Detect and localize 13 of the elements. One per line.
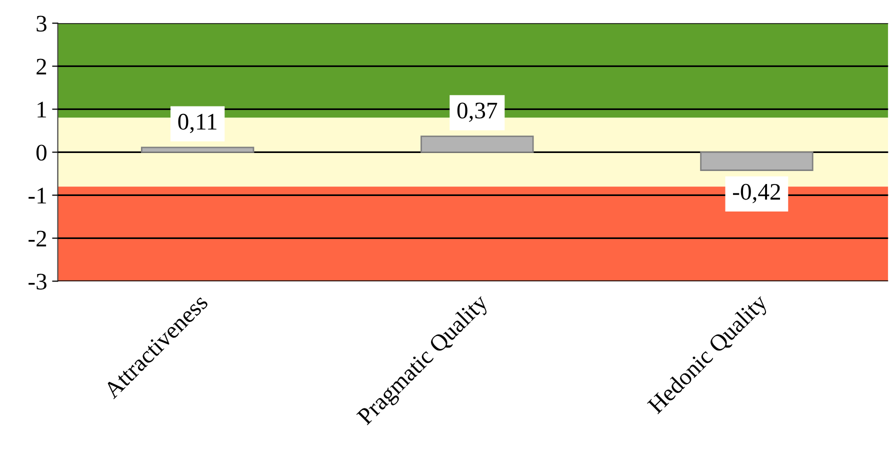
y-tick-label: 2 <box>36 58 46 74</box>
y-tick-label: -2 <box>28 230 46 246</box>
y-tick-label: -1 <box>28 188 46 204</box>
y-tick-label: 3 <box>36 16 46 32</box>
data-label: 0,37 <box>457 102 498 122</box>
data-label: 0,11 <box>178 114 216 134</box>
y-tick-label: 0 <box>36 144 46 161</box>
bar <box>140 146 254 153</box>
data-label: -0,42 <box>733 184 780 204</box>
bar <box>700 152 814 171</box>
y-tick-label: 1 <box>38 102 46 118</box>
bar <box>420 136 534 153</box>
y-tick-label: -3 <box>28 274 46 290</box>
